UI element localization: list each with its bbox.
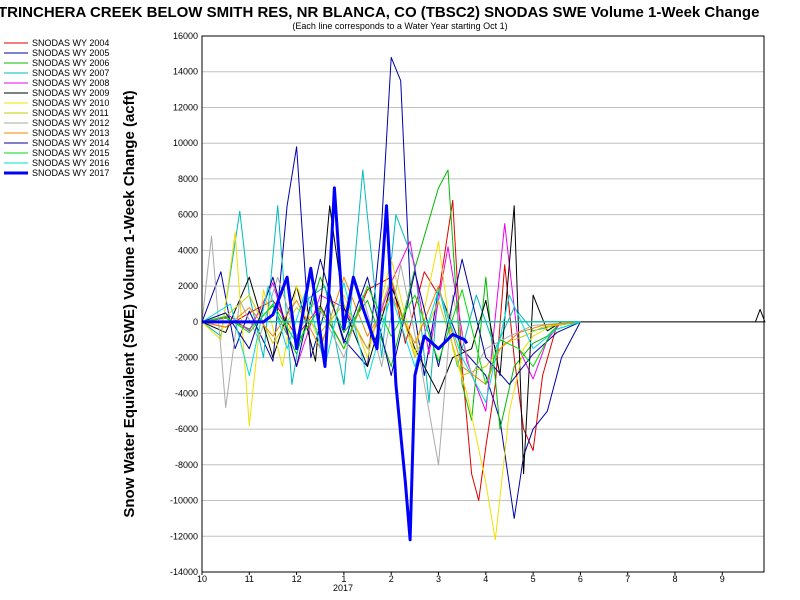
y-tick-label: 10000 [173,138,198,148]
y-tick-label: -8000 [175,460,198,470]
y-tick-label: 2000 [178,281,198,291]
y-tick-label: -10000 [170,496,198,506]
y-tick-label: 8000 [178,174,198,184]
series-line-3 [201,169,581,430]
y-tick-label: -14000 [170,567,198,577]
y-tick-label: 0 [193,317,198,327]
y-tick-label: 6000 [178,210,198,220]
series-line-5 [201,223,581,412]
series-line-14 [202,186,469,542]
legend-label: SNODAS WY 2005 [32,48,109,58]
x-tick-label: 11 [245,574,254,584]
x-tick-label: 2 [389,574,394,584]
legend-label: SNODAS WY 2015 [32,148,109,158]
legend-label: SNODAS WY 2016 [32,158,109,168]
y-tick-label: 14000 [173,67,198,77]
plot-area-frame [201,35,765,573]
x-tick-label: 3 [436,574,441,584]
series-line-10 [201,276,581,385]
y-tick-label: -12000 [170,531,198,541]
y-tick-label: 16000 [173,31,198,41]
legend-label: SNODAS WY 2006 [32,58,109,68]
x-tick-label: 9 [720,574,725,584]
y-axis-ticks: -14000 -12000 -10000 -8000 -6000 -4000 -2000 0 2… [170,31,198,577]
legend-label: SNODAS WY 2010 [32,98,109,108]
legend-label: SNODAS WY 2013 [32,128,109,138]
series-lines [201,56,766,542]
legend-label: SNODAS WY 2012 [32,118,109,128]
x-tick-label: 10 [197,574,207,584]
legend-label: SNODAS WY 2008 [32,78,109,88]
y-tick-label: -4000 [175,388,198,398]
series-line-4 [201,169,581,403]
legend-label: SNODAS WY 2017 [32,168,109,178]
x-tick-label: 1 [341,574,346,584]
y-tick-label: 12000 [173,102,198,112]
legend-label: SNODAS WY 2011 [32,108,109,118]
x-tick-label: 7 [625,574,630,584]
series-line-6 [201,205,766,475]
y-axis-label: Snow Water Equivalent (SWE) Volume 1-Wee… [121,90,138,517]
series-line-2 [201,56,581,519]
legend-label: SNODAS WY 2004 [32,38,109,48]
x-tick-label: 8 [672,574,677,584]
legend-label: SNODAS WY 2007 [32,68,109,78]
chart-subtitle: (Each line corresponds to a Water Year s… [292,21,507,31]
x-tick-label: 4 [483,574,488,584]
x-tick-label: 5 [531,574,536,584]
series-line-12 [201,285,581,385]
x-axis-ticks: 10 11 12 1 2 3 4 5 6 7 8 9 [197,572,725,584]
chart-title: TRINCHERA CREEK BELOW SMITH RES, NR BLAN… [0,4,759,21]
series-line-7 [201,232,581,541]
x-tick-label: 12 [292,574,302,584]
y-tick-label: 4000 [178,245,198,255]
legend-label: SNODAS WY 2009 [32,88,109,98]
y-tick-label: -2000 [175,353,198,363]
x-tick-label: 6 [578,574,583,584]
legend-label: SNODAS WY 2014 [32,138,109,148]
y-tick-label: -6000 [175,424,198,434]
x-axis-year-label: 2017 [333,583,353,593]
